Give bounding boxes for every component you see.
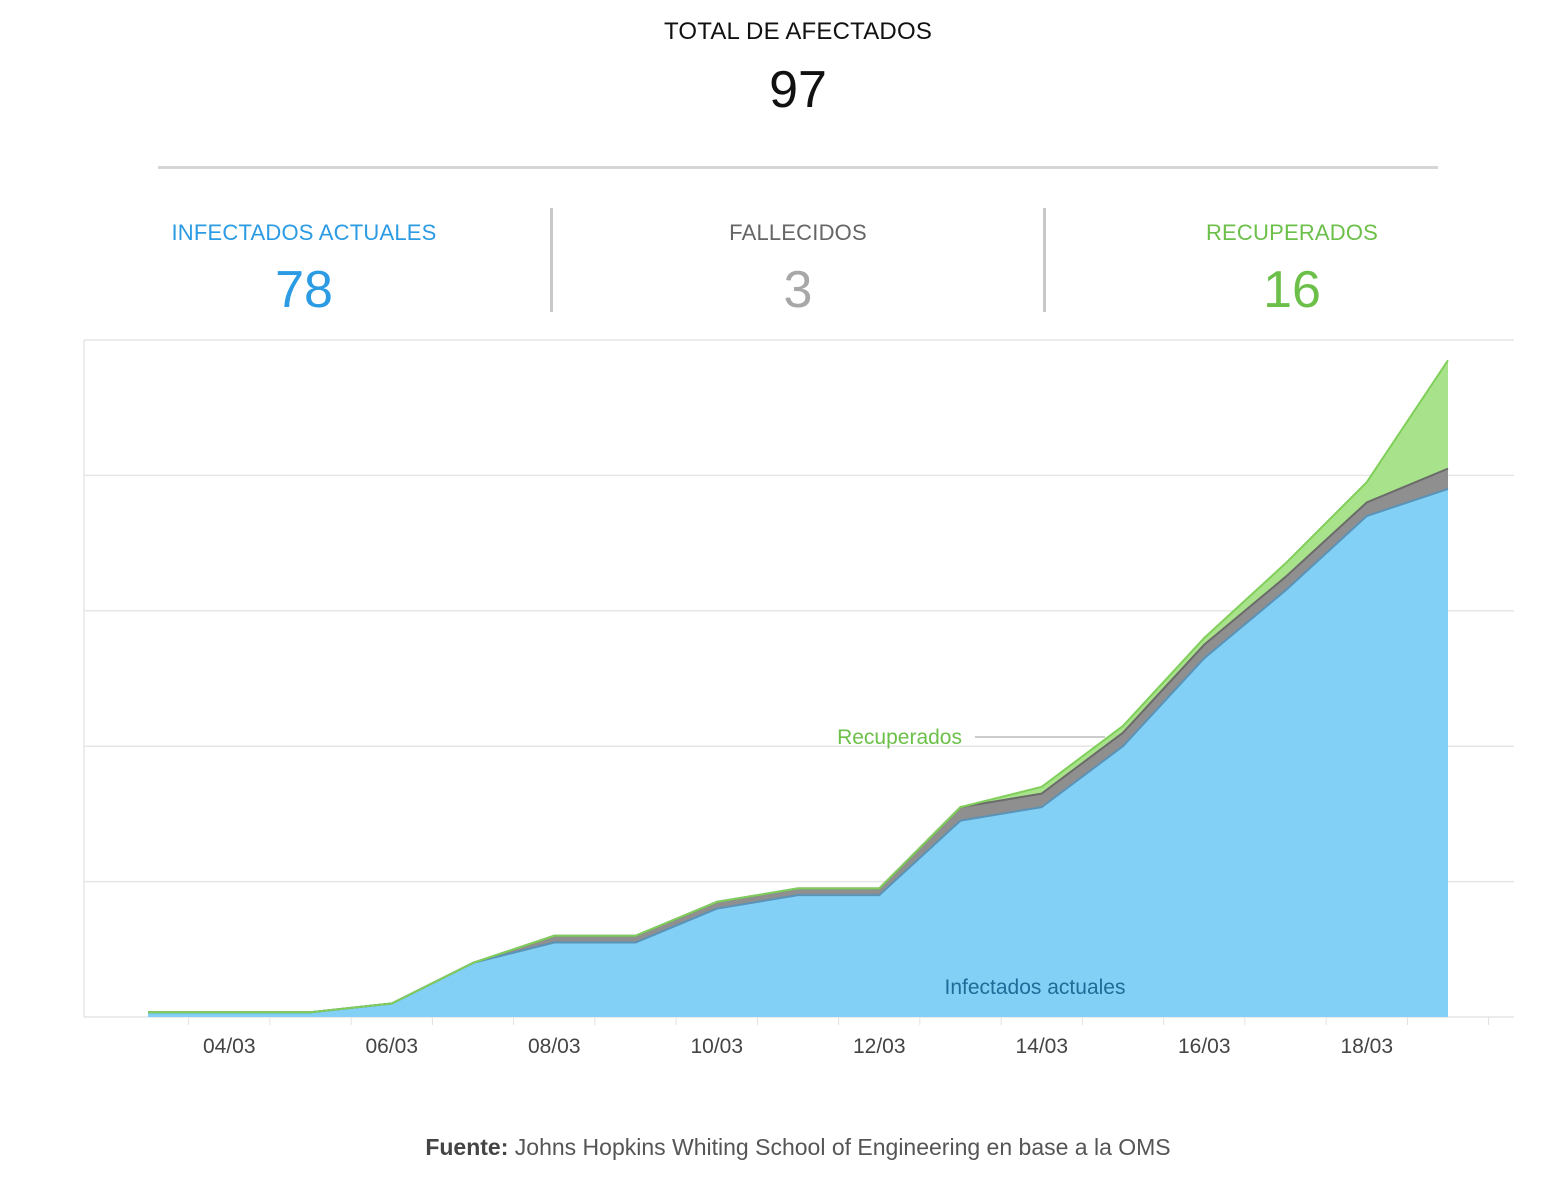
total-summary: TOTAL DE AFECTADOS 97 bbox=[0, 18, 1562, 120]
x-tick-label: 08/03 bbox=[528, 1035, 581, 1058]
x-tick-label: 10/03 bbox=[690, 1035, 743, 1058]
stacked-area-chart: 04/03 06/03 08/03 10/03 12/03 14/03 16/03 18/03… bbox=[83, 339, 1514, 1058]
stat-fallecidos-label: FALLECIDOS bbox=[729, 220, 867, 245]
x-tick-label: 12/03 bbox=[853, 1035, 906, 1058]
area-layers bbox=[148, 359, 1449, 1017]
source-label: Fuente: bbox=[425, 1134, 509, 1160]
stat-infectados-value: 78 bbox=[275, 261, 333, 319]
x-tick-label: 14/03 bbox=[1015, 1035, 1068, 1058]
x-tick-label: 06/03 bbox=[365, 1035, 418, 1058]
stat-divider bbox=[550, 208, 553, 312]
stat-recuperados-label: RECUPERADOS bbox=[1205, 220, 1379, 245]
recuperados-label: Recuperados bbox=[837, 726, 962, 749]
x-tick-label: 04/03 bbox=[203, 1035, 256, 1058]
stat-fallecidos-value: 3 bbox=[783, 261, 813, 319]
area-infectados bbox=[148, 488, 1448, 1017]
area-recuperados-edge bbox=[148, 359, 1449, 1014]
stat-fallecidos: FALLECIDOS 3 bbox=[551, 220, 1045, 320]
stat-divider bbox=[1043, 208, 1046, 312]
source-text: Johns Hopkins Whiting School of Engineer… bbox=[508, 1134, 1171, 1160]
x-tick-label: 16/03 bbox=[1178, 1035, 1231, 1058]
summary-divider bbox=[158, 166, 1438, 169]
x-axis: 04/03 06/03 08/03 10/03 12/03 14/03 16/03 18/03 bbox=[188, 1017, 1490, 1058]
source-note: Fuente: Johns Hopkins Whiting School of … bbox=[0, 1134, 1562, 1161]
stat-infectados-label: INFECTADOS ACTUALES bbox=[171, 220, 437, 245]
infectados-label: Infectados actuales bbox=[945, 976, 1126, 999]
total-label: TOTAL DE AFECTADOS bbox=[663, 18, 933, 45]
stat-recuperados-value: 16 bbox=[1263, 261, 1321, 319]
stat-recuperados: RECUPERADOS 16 bbox=[1045, 220, 1539, 320]
total-value: 97 bbox=[769, 61, 827, 119]
x-tick-label: 18/03 bbox=[1340, 1035, 1393, 1058]
stat-infectados: INFECTADOS ACTUALES 78 bbox=[57, 220, 551, 320]
annotations: Recuperados Infectados actuales bbox=[837, 726, 1125, 999]
